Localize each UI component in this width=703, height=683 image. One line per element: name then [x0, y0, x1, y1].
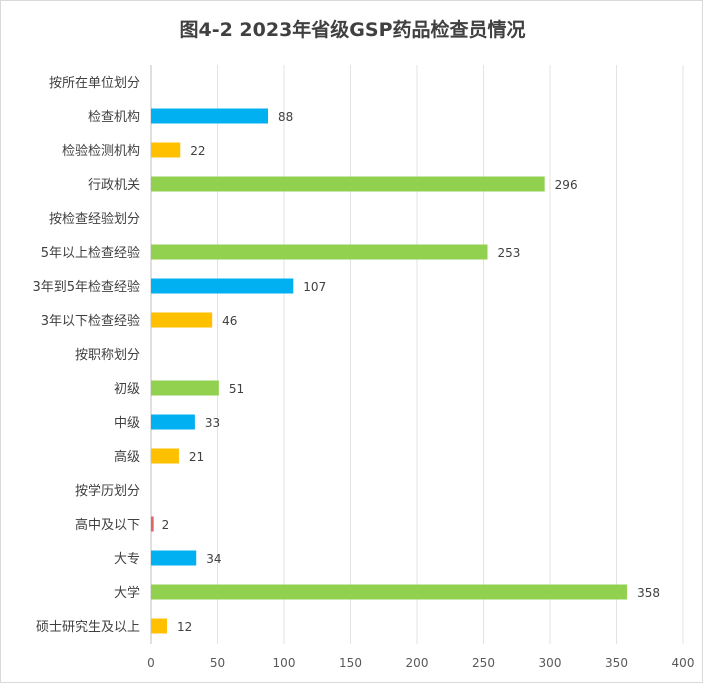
data-label: 358 [637, 586, 660, 600]
category-label: 高级 [114, 449, 140, 465]
x-tick-label: 150 [339, 656, 362, 670]
category-label: 3年以下检查经验 [41, 313, 140, 329]
bar [151, 584, 628, 600]
category-label: 按检查经验划分 [49, 211, 140, 227]
category-label: 5年以上检查经验 [41, 245, 140, 261]
bar [151, 448, 179, 464]
x-tick-label: 250 [472, 656, 495, 670]
bar [151, 380, 219, 396]
category-label: 大专 [114, 552, 140, 567]
x-tick-label: 50 [210, 656, 225, 670]
data-label: 46 [222, 314, 237, 328]
x-tick-label: 350 [605, 656, 628, 670]
bar [151, 244, 488, 260]
x-tick-label: 400 [672, 656, 695, 670]
category-label: 行政机关 [88, 178, 140, 193]
data-label: 22 [190, 144, 205, 158]
category-label: 3年到5年检查经验 [32, 279, 140, 295]
bar [151, 312, 213, 328]
category-label: 高中及以下 [75, 517, 140, 533]
category-label: 按所在单位划分 [49, 76, 140, 91]
bar [151, 618, 167, 634]
category-label: 中级 [114, 416, 140, 431]
category-label: 初级 [114, 382, 140, 397]
x-tick-label: 0 [147, 656, 155, 670]
category-label: 检查机构 [88, 110, 140, 125]
category-label: 按学历划分 [75, 483, 140, 499]
data-label: 33 [205, 416, 220, 430]
data-label: 34 [206, 552, 221, 566]
data-label: 88 [278, 110, 293, 124]
data-label: 107 [303, 280, 326, 294]
bar [151, 142, 181, 158]
data-label: 21 [189, 450, 204, 464]
category-label: 按职称划分 [75, 348, 140, 363]
bar [151, 414, 195, 430]
category-label: 大学 [114, 585, 140, 601]
data-label: 12 [177, 620, 192, 634]
data-label: 296 [555, 178, 578, 192]
data-label: 253 [497, 246, 520, 260]
bar [151, 516, 154, 532]
category-label: 硕士研究生及以上 [36, 620, 140, 635]
data-label: 51 [229, 382, 244, 396]
x-tick-label: 300 [539, 656, 562, 670]
bar [151, 108, 269, 124]
x-tick-label: 100 [273, 656, 296, 670]
chart-title: 图4-2 2023年省级GSP药品检查员情况 [179, 19, 526, 41]
x-tick-label: 200 [406, 656, 429, 670]
bar [151, 176, 545, 192]
bar [151, 278, 294, 294]
bar [151, 550, 197, 566]
category-label: 检验检测机构 [62, 143, 140, 159]
data-label: 2 [162, 518, 170, 532]
